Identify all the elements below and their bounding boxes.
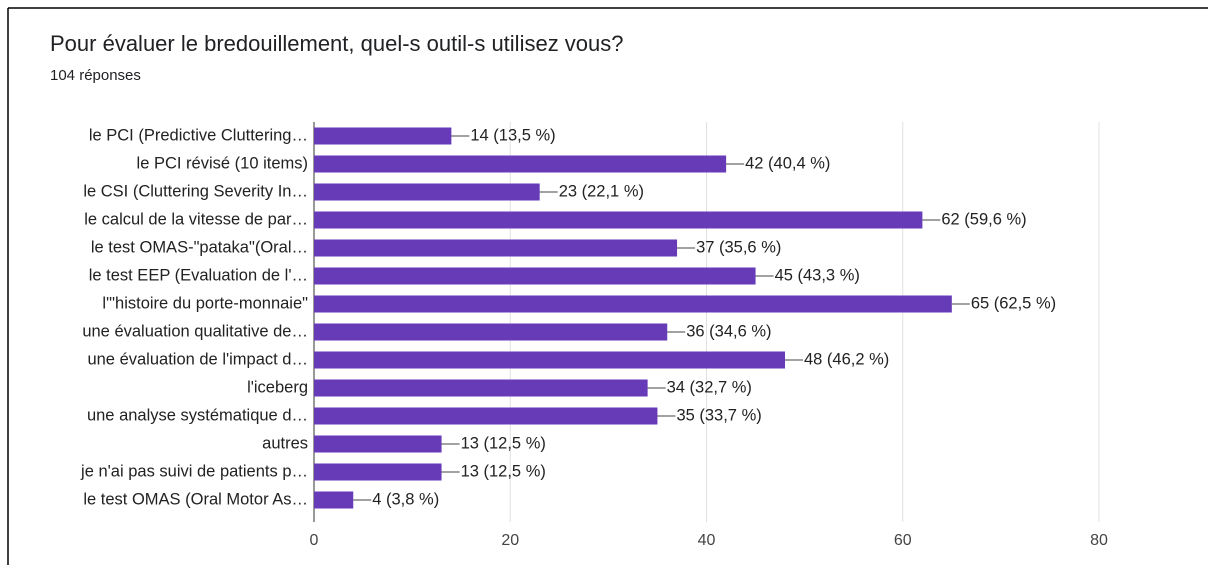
bar <box>314 183 540 201</box>
value-label: 45 (43,3 %) <box>775 266 860 284</box>
bar <box>314 407 658 425</box>
category-label: l'"histoire du porte-monnaie" <box>102 294 308 312</box>
category-label: le calcul de la vitesse de par… <box>84 210 308 228</box>
value-label: 4 (3,8 %) <box>372 490 439 508</box>
x-tick-label: 20 <box>501 532 519 549</box>
category-label: une analyse systématique d… <box>87 406 308 424</box>
bar <box>314 127 452 145</box>
value-label: 48 (46,2 %) <box>804 350 889 368</box>
bar <box>314 491 354 509</box>
bar <box>314 295 952 313</box>
bar <box>314 435 442 453</box>
category-label: une évaluation de l'impact d… <box>87 350 308 368</box>
chart-title: Pour évaluer le bredouillement, quel-s o… <box>50 31 624 56</box>
category-label: le CSI (Cluttering Severity In… <box>83 182 308 200</box>
value-label: 42 (40,4 %) <box>745 154 830 172</box>
category-label: le test OMAS (Oral Motor As… <box>83 490 308 508</box>
category-label: le PCI révisé (10 items) <box>137 154 308 172</box>
chart-subtitle: 104 réponses <box>50 67 141 84</box>
x-tick-label: 80 <box>1090 532 1108 549</box>
category-label: le test OMAS-"pataka"(Oral… <box>91 238 308 256</box>
value-label: 62 (59,6 %) <box>941 210 1026 228</box>
bar <box>314 239 678 257</box>
value-label: 34 (32,7 %) <box>667 378 752 396</box>
category-label: autres <box>262 434 308 452</box>
value-label: 13 (12,5 %) <box>461 434 546 452</box>
value-label: 23 (22,1 %) <box>559 182 644 200</box>
x-tick-label: 40 <box>698 532 716 549</box>
value-label: 14 (13,5 %) <box>470 126 555 144</box>
bar <box>314 351 785 369</box>
category-label: l'iceberg <box>247 378 308 396</box>
value-label: 35 (33,7 %) <box>676 406 761 424</box>
category-label: une évaluation qualitative de… <box>82 322 308 340</box>
category-label: le test EEP (Evaluation de l'… <box>89 266 308 284</box>
value-label: 13 (12,5 %) <box>461 462 546 480</box>
value-label: 36 (34,6 %) <box>686 322 771 340</box>
bar <box>314 211 923 229</box>
bar <box>314 267 756 285</box>
category-label: je n'ai pas suivi de patients p… <box>80 462 308 480</box>
bar <box>314 463 442 481</box>
x-tick-label: 60 <box>894 532 912 549</box>
category-label: le PCI (Predictive Cluttering… <box>89 126 308 144</box>
bar <box>314 155 727 173</box>
bar <box>314 323 668 341</box>
bar <box>314 379 648 397</box>
value-label: 65 (62,5 %) <box>971 294 1056 312</box>
x-tick-label: 0 <box>310 532 319 549</box>
value-label: 37 (35,6 %) <box>696 238 781 256</box>
